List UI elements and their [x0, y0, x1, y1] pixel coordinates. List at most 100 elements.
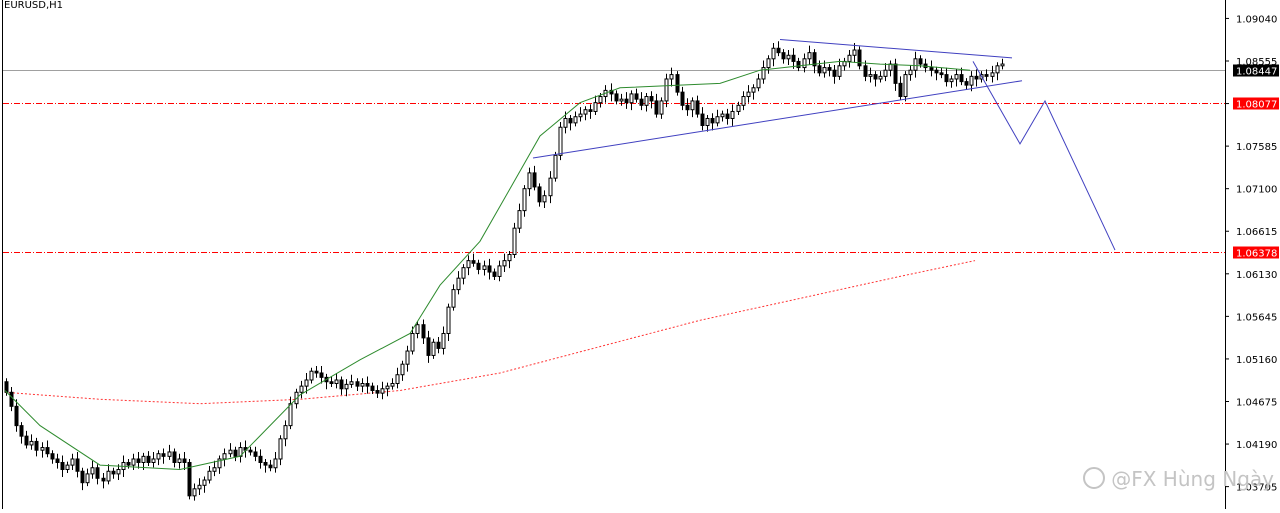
bear-candle — [471, 260, 476, 264]
bear-candle — [614, 93, 619, 102]
bull-candle — [736, 104, 741, 112]
bear-candle — [365, 383, 370, 387]
bear-candle — [370, 385, 375, 392]
bear-candle — [161, 453, 166, 457]
bull-candle — [542, 195, 547, 203]
bull-candle — [131, 458, 136, 466]
bull-candle — [715, 116, 720, 124]
bull-candle — [344, 383, 349, 390]
bull-candle — [456, 277, 461, 291]
bear-candle — [19, 425, 24, 437]
bear-candle — [476, 262, 481, 270]
bull-candle — [400, 363, 405, 376]
bear-candle — [700, 113, 705, 126]
bear-candle — [857, 49, 862, 67]
bull-candle — [741, 96, 746, 106]
fast-ma-line — [4, 60, 971, 471]
bear-candle — [248, 449, 253, 453]
current-price-label: 1.08447 — [1236, 67, 1277, 78]
bear-candle — [974, 75, 979, 80]
bull-candle — [822, 67, 827, 74]
bear-candle — [329, 381, 334, 385]
bull-candle — [548, 177, 553, 197]
bull-candle — [167, 451, 172, 457]
y-tick-label: 1.04190 — [1236, 440, 1277, 451]
bear-candle — [984, 74, 989, 77]
bull-candle — [802, 58, 807, 69]
target-level-label-bg — [1233, 246, 1279, 259]
bear-candle — [929, 67, 934, 71]
bear-candle — [649, 96, 654, 102]
bull-candle — [497, 265, 502, 277]
bull-candle — [29, 440, 34, 446]
projection-path — [972, 61, 1116, 251]
bear-candle — [136, 458, 141, 463]
triangle-lower[interactable] — [532, 80, 1023, 159]
bear-candle — [725, 113, 730, 119]
bear-candle — [680, 91, 685, 106]
bull-candle — [228, 449, 233, 455]
bear-candle — [101, 477, 106, 482]
y-tick-label: 1.09040 — [1236, 14, 1277, 25]
bull-candle — [690, 100, 695, 111]
bull-candle — [461, 267, 466, 279]
bear-candle — [339, 379, 344, 390]
bull-candle — [1000, 63, 1005, 67]
bear-candle — [675, 74, 680, 93]
bull-candle — [807, 52, 812, 60]
bull-candle — [619, 98, 624, 102]
bear-candle — [832, 69, 837, 77]
bear-candle — [111, 470, 116, 475]
target-level-label: 1.06378 — [1236, 249, 1277, 260]
bull-candle — [202, 479, 207, 486]
bear-candle — [796, 60, 801, 69]
trend-lines[interactable] — [532, 38, 1116, 251]
bear-candle — [537, 186, 542, 203]
bear-candle — [492, 271, 497, 277]
bull-candle — [207, 470, 212, 481]
fast-moving-average — [4, 60, 971, 471]
bull-candle — [380, 388, 385, 394]
bear-candle — [863, 65, 868, 77]
bull-candle — [629, 93, 634, 104]
bull-candle — [669, 74, 674, 80]
bear-candle — [532, 172, 537, 188]
bear-candle — [710, 117, 715, 124]
bull-candle — [212, 467, 217, 472]
bull-candle — [558, 126, 563, 156]
bull-candle — [659, 100, 664, 115]
bull-candle — [141, 455, 146, 463]
bear-candle — [253, 451, 258, 457]
bear-candle — [75, 458, 80, 472]
bull-candle — [446, 306, 451, 334]
bull-candle — [771, 47, 776, 60]
bull-candle — [192, 488, 197, 497]
bull-candle — [390, 383, 395, 387]
bear-candle — [375, 390, 380, 394]
bull-candle — [283, 425, 288, 440]
slow-moving-average — [4, 260, 976, 405]
bear-candle — [959, 74, 964, 83]
bull-candle — [385, 385, 390, 390]
bear-candle — [812, 52, 817, 67]
bear-candle — [319, 372, 324, 378]
bull-candle — [573, 116, 578, 124]
bear-candle — [827, 67, 832, 71]
y-tick-label: 1.05160 — [1236, 355, 1277, 366]
bear-candle — [14, 405, 19, 427]
bull-candle — [990, 72, 995, 77]
horizontal-levels — [3, 70, 1225, 253]
triangle-upper[interactable] — [779, 38, 1013, 59]
bear-candle — [487, 265, 492, 273]
y-tick-label: 1.06130 — [1236, 270, 1277, 281]
bull-candle — [522, 188, 527, 212]
bull-candle — [278, 438, 283, 460]
symbol-timeframe-label: EURUSD,H1 — [4, 0, 64, 11]
bear-candle — [654, 100, 659, 115]
bear-candle — [60, 461, 65, 471]
bull-candle — [40, 447, 45, 451]
bull-candle — [360, 383, 365, 387]
